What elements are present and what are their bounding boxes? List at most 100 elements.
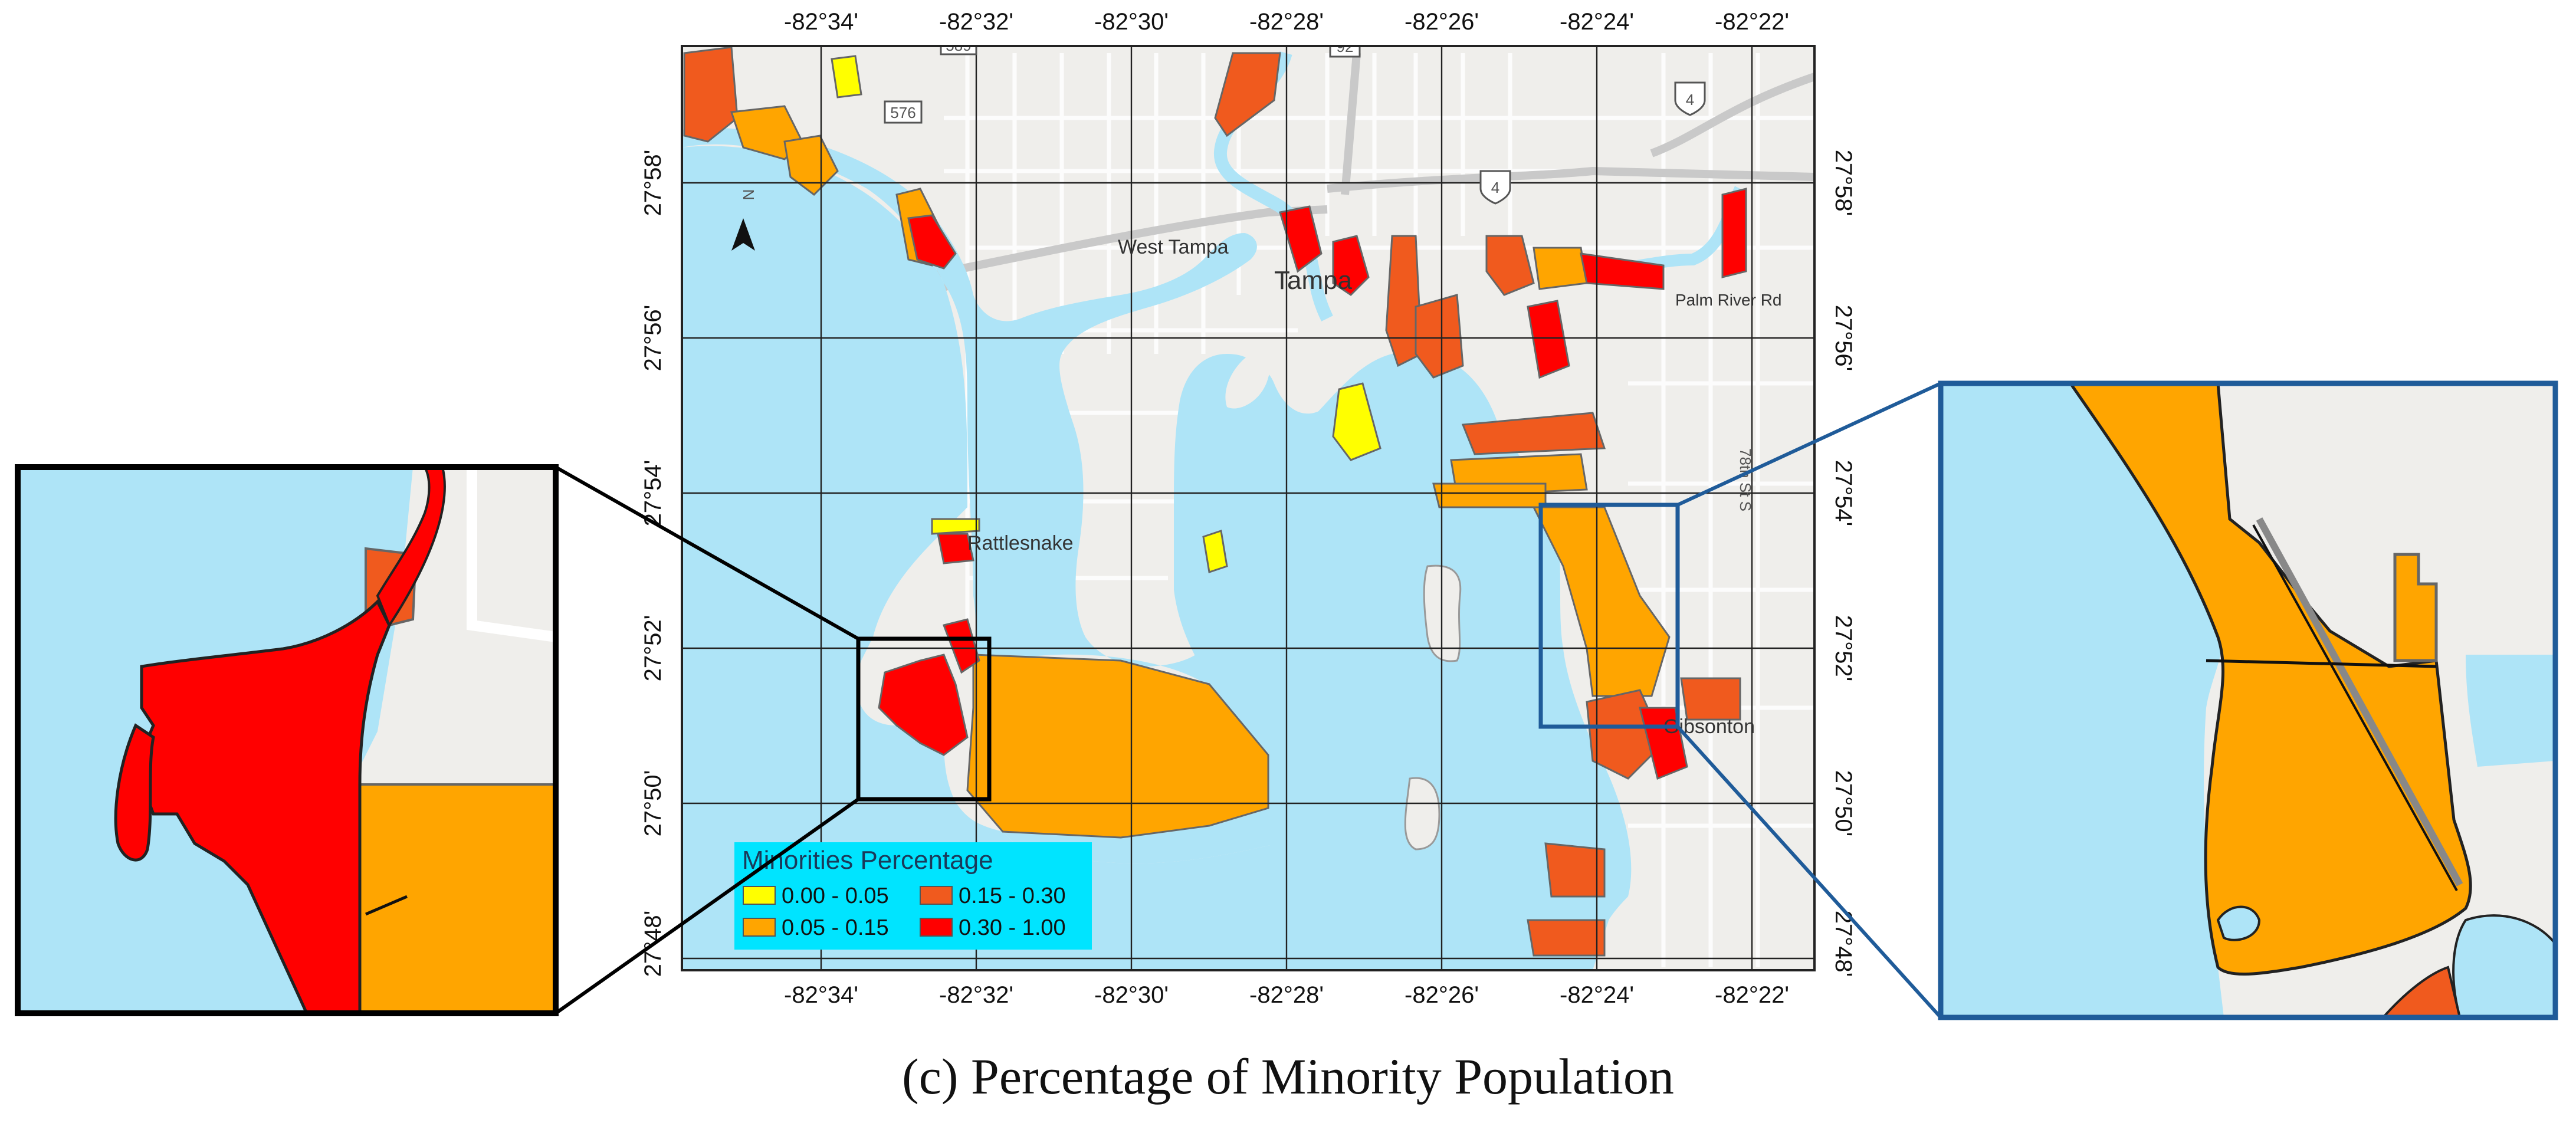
tract-south-1 (1544, 842, 1606, 898)
shield-589-label: 589 (946, 37, 971, 54)
right-inset-rail-line (2252, 524, 2458, 891)
right-tick-3: 27°54' (1830, 460, 1856, 527)
legend-swatch-1 (743, 886, 776, 905)
bottom-tick-4: -82°28' (1249, 982, 1324, 1008)
bottom-tick-6: -82°24' (1560, 982, 1634, 1008)
right-inset-rail (2256, 517, 2463, 886)
tract-downtown-2 (1385, 235, 1423, 367)
right-connector-bottom (1676, 725, 1942, 1019)
right-lat-ticks: 27°58' 27°56' 27°54' 27°52' 27°50' 27°48… (1830, 150, 1856, 977)
north-arrow-label: N (740, 189, 757, 201)
graticule (682, 46, 1814, 970)
left-tick-1: 27°58' (640, 150, 666, 216)
left-connector-bottom (554, 797, 859, 1015)
left-inset-source-box (856, 636, 992, 802)
tract-inset-red-1 (878, 654, 969, 756)
tract-east-1 (1485, 235, 1535, 296)
top-tick-5: -82°26' (1405, 9, 1479, 35)
shield-576 (884, 100, 923, 124)
tract-yellow-davis (1332, 382, 1381, 461)
legend: Minorities Percentage 0.00 - 0.05 0.05 -… (734, 842, 1092, 950)
tract-shore-yellow (1202, 530, 1228, 573)
shield-576-label: 576 (890, 104, 915, 122)
right-tick-2: 27°56' (1830, 305, 1856, 372)
tract-east-2 (1533, 247, 1588, 290)
top-tick-4: -82°28' (1249, 9, 1324, 35)
right-connector-top (1676, 382, 1942, 507)
shield-i4-downtown (1479, 170, 1511, 205)
inset-connectors (554, 382, 1942, 1019)
left-inset (15, 464, 559, 1016)
right-inset-cross-line (2206, 659, 2437, 668)
legend-box (734, 842, 1092, 950)
road-shields: 576 589 92 4 4 (884, 37, 1706, 205)
island-3 (1225, 352, 1270, 409)
map-frame (681, 45, 1816, 971)
left-tick-4: 27°52' (640, 615, 666, 682)
left-lat-ticks: 27°58' 27°56' 27°54' 27°52' 27°50' 27°48… (640, 150, 666, 977)
tract-nw-yellow (831, 55, 862, 98)
tract-river-2 (1279, 205, 1323, 273)
top-tick-7: -82°22' (1715, 9, 1789, 35)
left-tick-2: 27°56' (640, 305, 666, 372)
shield-i4-east-label: 4 (1686, 91, 1694, 109)
north-arrow-icon (731, 218, 755, 251)
left-inset-tract-orange (352, 783, 556, 1013)
right-inset-water-east (2466, 655, 2555, 767)
tract-nw-1 (683, 46, 739, 143)
right-inset-frame (1938, 380, 2558, 1020)
left-inset-tract-red (134, 599, 391, 1013)
label-tampa: Tampa (1274, 266, 1353, 295)
left-inset-road (467, 467, 556, 642)
legend-swatch-4 (920, 918, 953, 937)
left-inset-coast-line (365, 895, 408, 916)
right-inset-water-west (1941, 383, 2224, 1017)
shield-i4-downtown-label: 4 (1491, 179, 1499, 196)
legend-label-3: 0.15 - 0.30 (959, 884, 1066, 908)
left-inset-peninsula-tip (114, 723, 155, 862)
bottom-tick-2: -82°32' (939, 982, 1013, 1008)
right-tick-5: 27°50' (1830, 770, 1856, 837)
right-tick-4: 27°52' (1830, 615, 1856, 682)
right-inset (1938, 380, 2558, 1020)
right-inset-cove (2216, 905, 2261, 941)
tract-port-1 (1461, 412, 1606, 455)
legend-label-4: 0.30 - 1.00 (959, 915, 1066, 940)
right-inset-se-tract (2381, 966, 2462, 1017)
top-lon-ticks: -82°34' -82°32' -82°30' -82°28' -82°26' … (784, 9, 1789, 35)
bottom-tick-5: -82°26' (1405, 982, 1479, 1008)
top-tick-2: -82°32' (939, 9, 1013, 35)
tract-downtown-1 (1332, 235, 1370, 296)
left-tick-3: 27°54' (640, 460, 666, 527)
tract-palm-2 (1721, 188, 1747, 278)
tract-south-2 (1527, 919, 1606, 957)
top-tick-3: -82°30' (1094, 9, 1169, 35)
tract-inset-red-2 (943, 618, 980, 674)
right-inset-main-tract (2068, 383, 2472, 976)
shield-589 (940, 46, 977, 55)
island-2 (1404, 777, 1440, 851)
top-tick-6: -82°24' (1560, 9, 1634, 35)
bottom-tick-3: -82°30' (1094, 982, 1169, 1008)
label-west-tampa: West Tampa (1118, 236, 1229, 258)
bottom-tick-1: -82°34' (784, 982, 858, 1008)
left-tick-5: 27°50' (640, 770, 666, 837)
tract-east-3 (1527, 300, 1570, 379)
legend-swatch-2 (743, 918, 776, 937)
tract-downtown-3 (1415, 294, 1464, 379)
legend-title: Minorities Percentage (742, 846, 993, 875)
label-palm-river: Palm River Rd (1675, 291, 1781, 309)
tract-river-1 (1214, 52, 1281, 137)
tract-polygons (683, 46, 1747, 957)
tract-west-red (907, 214, 957, 270)
top-tick-1: -82°34' (784, 9, 858, 35)
legend-label-2: 0.05 - 0.15 (782, 915, 889, 940)
label-78th-st: 78th St S (1737, 448, 1754, 511)
left-inset-frame (15, 464, 559, 1016)
water-lower-bay (682, 146, 1628, 970)
tract-port-3 (1432, 482, 1547, 508)
shield-92-label: 92 (1337, 38, 1354, 55)
right-inset-ne-tract (2393, 553, 2438, 662)
tract-peninsula-south (966, 654, 1269, 839)
